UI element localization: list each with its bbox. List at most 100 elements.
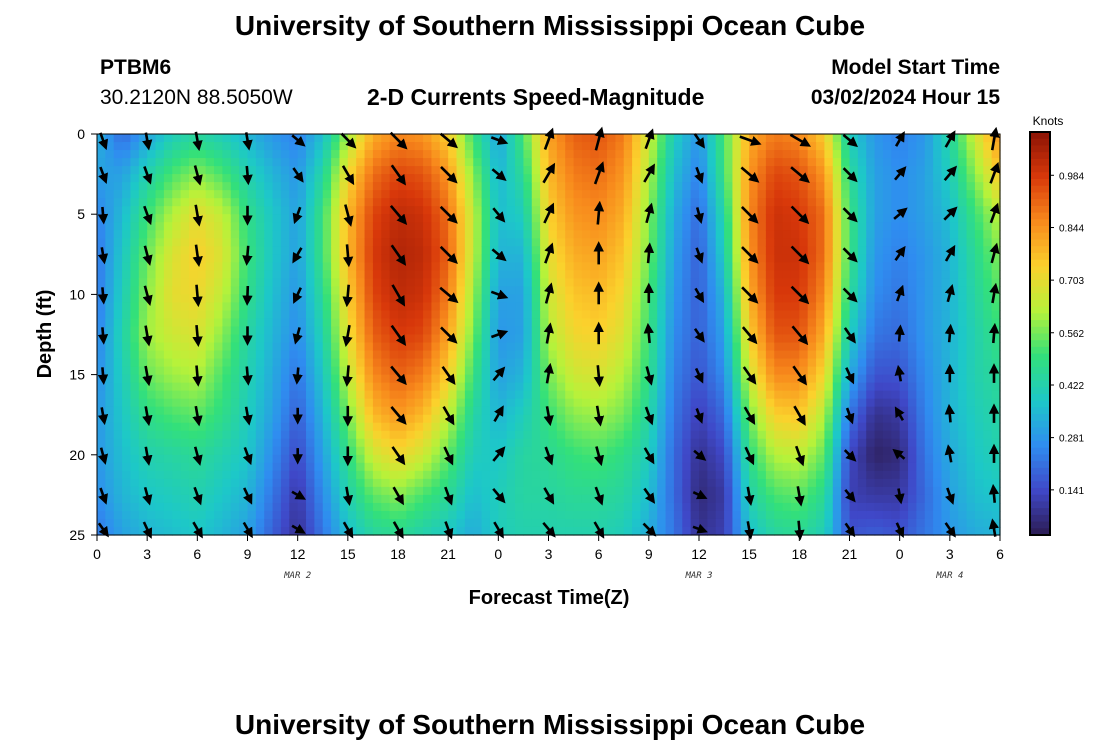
heatmap-cell bbox=[381, 206, 391, 215]
heatmap-cell bbox=[147, 438, 157, 448]
heatmap-cell bbox=[389, 358, 399, 368]
heatmap-cell bbox=[874, 438, 884, 448]
heatmap-cell bbox=[715, 422, 725, 432]
heatmap-cell bbox=[130, 374, 140, 384]
heatmap-cell bbox=[498, 486, 508, 496]
heatmap-cell bbox=[648, 502, 658, 512]
heatmap-cell bbox=[138, 230, 148, 239]
heatmap-cell bbox=[439, 142, 449, 151]
heatmap-cell bbox=[180, 190, 190, 199]
heatmap-cell bbox=[648, 318, 658, 328]
heatmap-cell bbox=[197, 398, 207, 408]
heatmap-cell bbox=[289, 526, 299, 536]
heatmap-cell bbox=[573, 294, 583, 304]
heatmap-cell bbox=[598, 334, 608, 344]
heatmap-cell bbox=[414, 222, 424, 231]
heatmap-cell bbox=[473, 342, 483, 352]
heatmap-cell bbox=[255, 270, 265, 279]
heatmap-cell bbox=[414, 214, 424, 223]
heatmap-cell bbox=[874, 486, 884, 496]
heatmap-cell bbox=[356, 238, 366, 247]
heatmap-cell bbox=[824, 406, 834, 416]
heatmap-cell bbox=[874, 254, 884, 263]
heatmap-cell bbox=[556, 166, 566, 175]
heatmap-cell bbox=[122, 142, 132, 151]
heatmap-cell bbox=[841, 238, 851, 247]
heatmap-cell bbox=[690, 198, 700, 207]
heatmap-cell bbox=[498, 238, 508, 247]
heatmap-cell bbox=[414, 326, 424, 336]
heatmap-cell bbox=[607, 198, 616, 207]
heatmap-cell bbox=[247, 262, 257, 271]
heatmap-cell bbox=[816, 366, 826, 376]
heatmap-cell bbox=[347, 350, 357, 360]
heatmap-cell bbox=[832, 382, 842, 392]
heatmap-cell bbox=[899, 358, 909, 368]
heatmap-cell bbox=[331, 414, 341, 424]
heatmap-cell bbox=[573, 382, 583, 392]
heatmap-cell bbox=[205, 486, 215, 496]
heatmap-cell bbox=[724, 462, 734, 472]
heatmap-cell bbox=[398, 510, 407, 520]
heatmap-cell bbox=[908, 150, 917, 159]
heatmap-cell bbox=[222, 286, 232, 295]
heatmap-cell bbox=[540, 150, 550, 159]
heatmap-cell bbox=[774, 198, 784, 207]
heatmap-cell bbox=[515, 310, 525, 320]
heatmap-cell bbox=[364, 486, 374, 496]
heatmap-cell bbox=[381, 358, 391, 368]
heatmap-cell bbox=[113, 414, 123, 424]
heatmap-cell bbox=[456, 206, 466, 215]
heatmap-cell bbox=[105, 398, 115, 408]
heatmap-cell bbox=[807, 414, 817, 424]
heatmap-cell bbox=[506, 390, 516, 400]
heatmap-cell bbox=[406, 454, 416, 464]
heatmap-cell bbox=[882, 422, 892, 432]
heatmap-cell bbox=[147, 198, 157, 207]
heatmap-cell bbox=[757, 326, 767, 336]
heatmap-cell bbox=[498, 398, 508, 408]
heatmap-cell bbox=[314, 342, 324, 352]
heatmap-cell bbox=[230, 510, 240, 520]
heatmap-cell bbox=[757, 270, 767, 279]
heatmap-cell bbox=[339, 438, 349, 448]
heatmap-cell bbox=[623, 198, 633, 207]
heatmap-cell bbox=[648, 310, 658, 320]
heatmap-cell bbox=[565, 398, 575, 408]
heatmap-cell bbox=[615, 478, 625, 488]
heatmap-cell bbox=[481, 222, 491, 231]
heatmap-cell bbox=[372, 182, 382, 191]
heatmap-cell bbox=[715, 294, 725, 304]
heatmap-cell bbox=[657, 150, 667, 159]
heatmap-cell bbox=[908, 246, 917, 255]
heatmap-cell bbox=[439, 398, 449, 408]
heatmap-cell bbox=[406, 470, 416, 480]
heatmap-cell bbox=[322, 214, 332, 223]
heatmap-cell bbox=[715, 238, 725, 247]
heatmap-cell bbox=[531, 254, 541, 263]
heatmap-cell bbox=[230, 254, 240, 263]
heatmap-cell bbox=[623, 310, 633, 320]
heatmap-cell bbox=[849, 326, 859, 336]
heatmap-cell bbox=[924, 254, 934, 263]
heatmap-cell bbox=[816, 166, 826, 175]
heatmap-cell bbox=[180, 270, 190, 279]
heatmap-cell bbox=[314, 382, 324, 392]
heatmap-cell bbox=[832, 486, 842, 496]
heatmap-cell bbox=[222, 326, 232, 336]
heatmap-cell bbox=[105, 278, 115, 287]
heatmap-cell bbox=[824, 470, 834, 480]
heatmap-cell bbox=[623, 190, 633, 199]
heatmap-cell bbox=[774, 358, 784, 368]
heatmap-cell bbox=[439, 270, 449, 279]
heatmap-cell bbox=[172, 462, 182, 472]
heatmap-cell bbox=[105, 462, 115, 472]
heatmap-cell bbox=[163, 294, 173, 304]
heatmap-cell bbox=[222, 398, 232, 408]
heatmap-cell bbox=[757, 430, 767, 440]
heatmap-cell bbox=[364, 350, 374, 360]
heatmap-cell bbox=[180, 326, 190, 336]
heatmap-cell bbox=[866, 166, 876, 175]
heatmap-cell bbox=[690, 310, 700, 320]
heatmap-cell bbox=[406, 350, 416, 360]
